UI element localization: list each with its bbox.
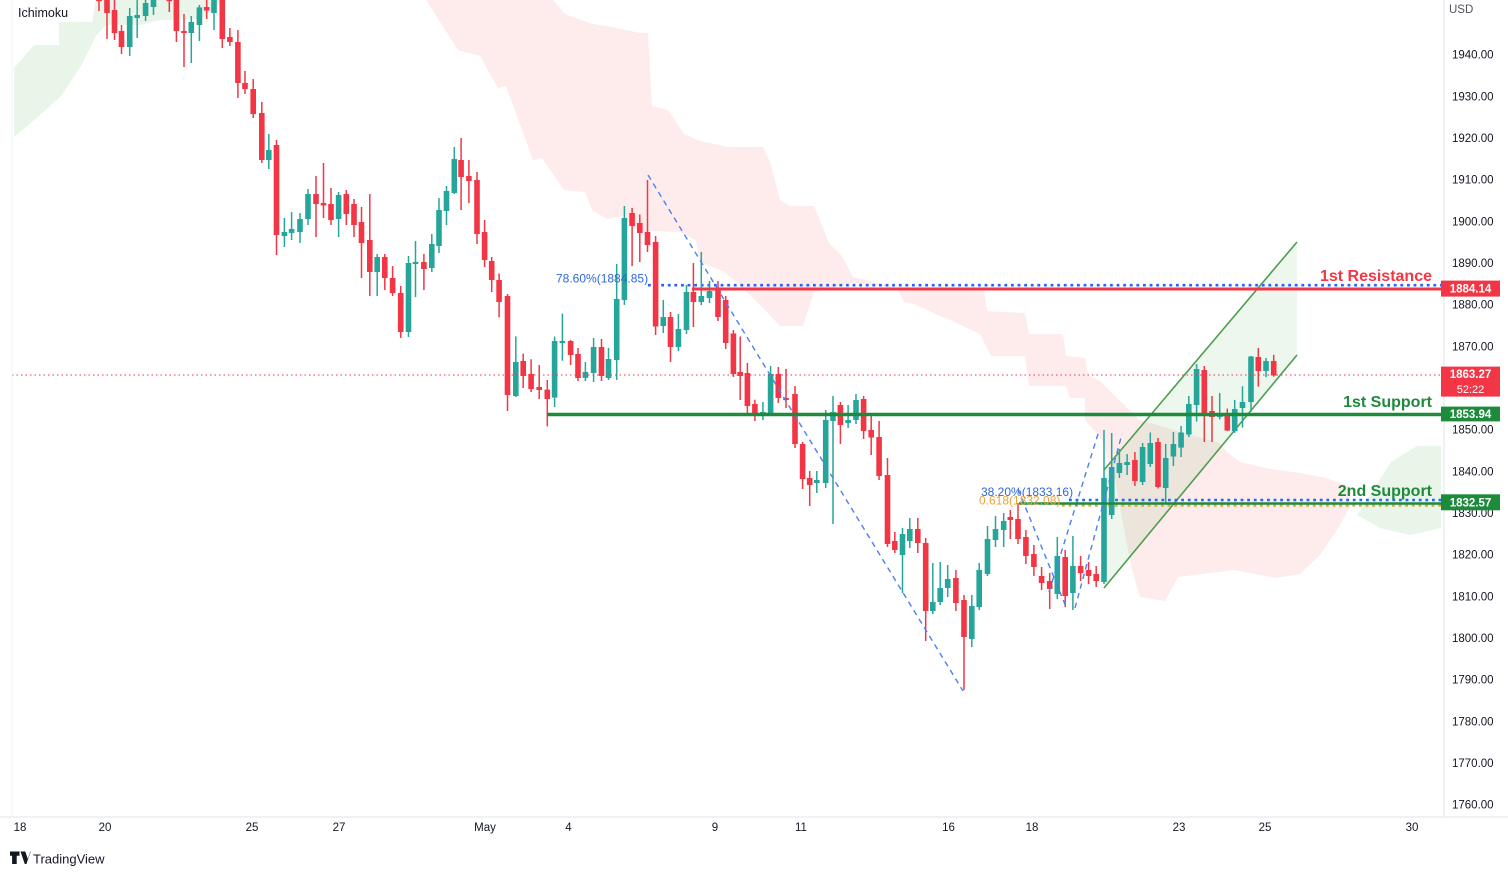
svg-text:1st Support: 1st Support	[1343, 394, 1433, 411]
svg-text:1863.27: 1863.27	[1450, 369, 1492, 381]
svg-text:23: 23	[1173, 822, 1186, 834]
svg-text:9: 9	[712, 822, 718, 834]
svg-text:20: 20	[99, 822, 112, 834]
svg-text:1790.00: 1790.00	[1452, 675, 1494, 687]
svg-text:1884.14: 1884.14	[1450, 284, 1492, 296]
svg-text:1930.00: 1930.00	[1452, 91, 1494, 103]
svg-text:1770.00: 1770.00	[1452, 758, 1494, 770]
svg-text:1853.94: 1853.94	[1450, 409, 1492, 421]
svg-text:78.60%(1884.85): 78.60%(1884.85)	[556, 272, 648, 286]
svg-text:1780.00: 1780.00	[1452, 716, 1494, 728]
svg-text:1870.00: 1870.00	[1452, 341, 1494, 353]
svg-text:Ichimoku: Ichimoku	[18, 6, 68, 20]
svg-text:1920.00: 1920.00	[1452, 133, 1494, 145]
svg-text:27: 27	[333, 822, 346, 834]
svg-text:1760.00: 1760.00	[1452, 800, 1494, 812]
svg-text:1890.00: 1890.00	[1452, 258, 1494, 270]
svg-text:USD: USD	[1449, 4, 1473, 16]
svg-text:16: 16	[942, 822, 955, 834]
svg-text:25: 25	[1259, 822, 1272, 834]
svg-text:25: 25	[246, 822, 259, 834]
svg-text:4: 4	[565, 822, 572, 834]
svg-text:1940.00: 1940.00	[1452, 50, 1494, 62]
svg-text:1st Resistance: 1st Resistance	[1320, 268, 1432, 285]
svg-text:30: 30	[1406, 822, 1419, 834]
svg-text:TradingView: TradingView	[33, 852, 105, 867]
svg-text:1820.00: 1820.00	[1452, 550, 1494, 562]
svg-text:1880.00: 1880.00	[1452, 300, 1494, 312]
svg-text:1830.00: 1830.00	[1452, 508, 1494, 520]
svg-text:1840.00: 1840.00	[1452, 466, 1494, 478]
svg-text:1832.57: 1832.57	[1450, 497, 1492, 509]
svg-text:1810.00: 1810.00	[1452, 591, 1494, 603]
svg-text:18: 18	[1026, 822, 1039, 834]
svg-text:18: 18	[14, 822, 27, 834]
svg-text:1900.00: 1900.00	[1452, 216, 1494, 228]
svg-text:2nd Support: 2nd Support	[1338, 483, 1433, 500]
svg-text:11: 11	[795, 822, 807, 834]
svg-text:38.20%(1833.16): 38.20%(1833.16)	[981, 485, 1073, 499]
svg-text:52:22: 52:22	[1457, 384, 1485, 396]
svg-text:1800.00: 1800.00	[1452, 633, 1494, 645]
svg-text:0.618(1832.08): 0.618(1832.08)	[979, 494, 1060, 508]
svg-text:1850.00: 1850.00	[1452, 425, 1494, 437]
svg-text:May: May	[474, 822, 496, 834]
svg-text:1910.00: 1910.00	[1452, 175, 1494, 187]
